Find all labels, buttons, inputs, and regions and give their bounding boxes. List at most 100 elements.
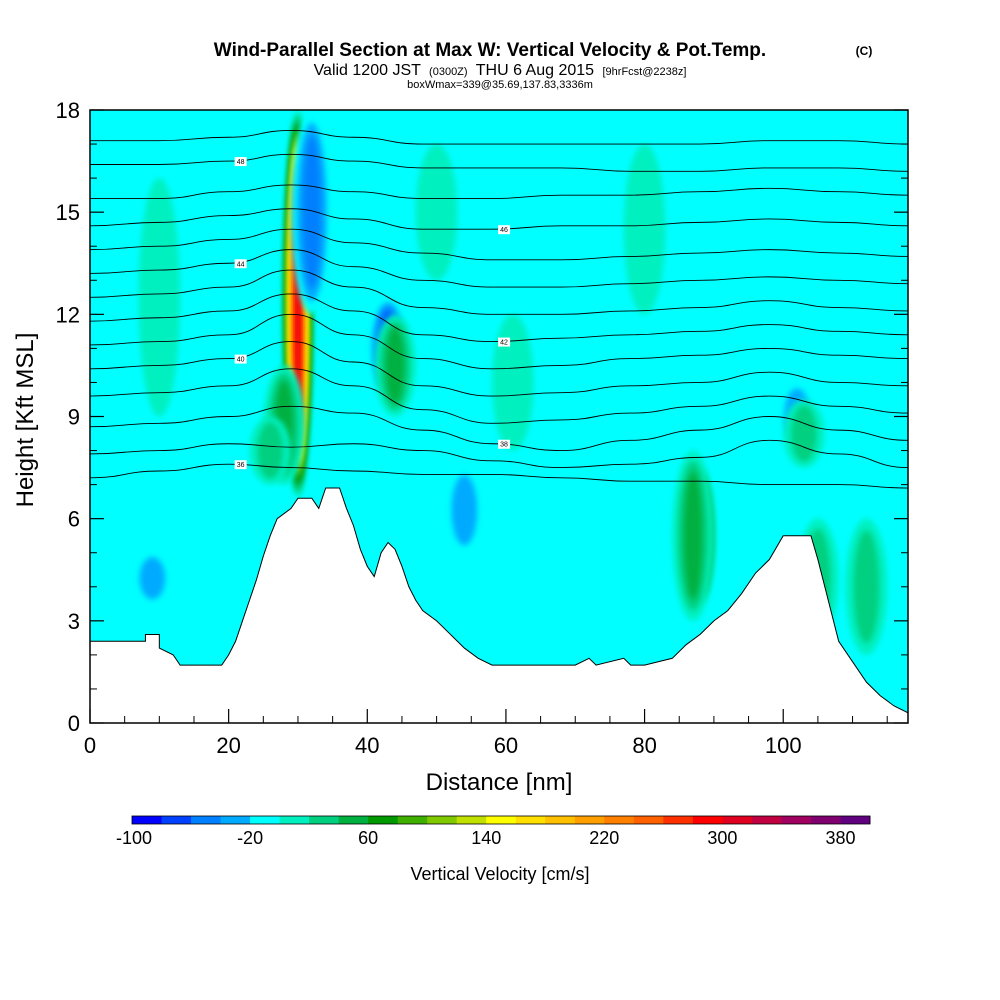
- contour-label-bg: [234, 460, 247, 470]
- contour-labels: 36 38 40 42 44 46 48: [234, 157, 511, 470]
- w-cell-contour: [533, 484, 576, 570]
- w-cell-contour: [451, 474, 478, 546]
- colorbar-tick-label: 300: [707, 828, 737, 848]
- colorbar-label: Vertical Velocity [cm/s]: [410, 864, 589, 884]
- y-tick-label: 3: [68, 609, 80, 634]
- colorbar-swatch: [545, 816, 576, 824]
- contour-label: 42: [500, 340, 508, 347]
- colorbar-swatch: [191, 816, 222, 824]
- colorbar-swatch: [250, 816, 281, 824]
- w-cell-contour: [415, 144, 458, 281]
- y-tick-label: 0: [68, 711, 80, 736]
- theta-contour-line: [90, 293, 908, 343]
- colorbar-swatch: [279, 816, 310, 824]
- contour-label-bg: [498, 225, 511, 235]
- w-cell-contour: [853, 530, 880, 644]
- box-max-info: boxWmax=339@35.69,137.83,3336m: [407, 79, 593, 91]
- colorbar-swatch: [397, 816, 428, 824]
- contour-label: 36: [237, 462, 245, 469]
- contour-label: 48: [237, 159, 245, 166]
- colorbar-tick-label: -100: [116, 828, 152, 848]
- theta-contour-line: [90, 439, 908, 469]
- w-cell-contour: [683, 471, 703, 600]
- y-tick-label: 9: [68, 405, 80, 430]
- w-cell-contour: [138, 178, 181, 417]
- theta-contour-line: [90, 405, 908, 452]
- x-tick-label: 0: [84, 733, 96, 758]
- y-tick-label: 15: [56, 200, 80, 225]
- colorbar-swatch: [456, 816, 487, 824]
- potential-temperature-contours: [90, 129, 908, 489]
- theta-contour-line: [90, 269, 908, 315]
- colorbar-swatch: [810, 816, 841, 824]
- contour-label: 46: [500, 227, 508, 234]
- colorbar-swatch: [781, 816, 812, 824]
- colorbar-swatch: [515, 816, 546, 824]
- w-cell-contour: [139, 557, 166, 600]
- colorbar-swatch: [368, 816, 399, 824]
- colorbar-swatch: [604, 816, 635, 824]
- theta-contour-line: [90, 368, 908, 424]
- colorbar-tick-label: -20: [237, 828, 263, 848]
- theta-contour-line: [90, 153, 908, 172]
- w-cell-contour: [492, 314, 534, 451]
- theta-contour-line: [90, 341, 908, 397]
- colorbar-swatch: [220, 816, 251, 824]
- y-tick-label: 6: [68, 507, 80, 532]
- colorbar-swatch: [486, 816, 517, 824]
- contour-label: 44: [237, 261, 245, 268]
- w-cell-contour: [602, 501, 645, 621]
- utc-time: (0300Z): [429, 66, 468, 78]
- colorbar-swatch: [663, 816, 694, 824]
- terrain-mask: [90, 487, 908, 723]
- w-cell-contour: [791, 405, 817, 462]
- vertical-velocity-field: [131, 110, 888, 655]
- contour-label: 40: [237, 357, 245, 364]
- theta-contour-line: [90, 228, 908, 261]
- colorbar-swatch: [751, 816, 782, 824]
- theta-contour-line: [90, 208, 908, 230]
- valid-time-line: Valid 1200 JST (0300Z) THU 6 Aug 2015 [9…: [314, 62, 687, 79]
- colorbar-swatch: [338, 816, 369, 824]
- colorbar-swatch: [132, 816, 163, 824]
- colorbar-swatch: [722, 816, 753, 824]
- x-axis-label: Distance [nm]: [426, 769, 573, 796]
- chart-title: Wind-Parallel Section at Max W: Vertical…: [214, 40, 766, 61]
- x-tick-label: 60: [494, 733, 518, 758]
- w-cell-contour: [257, 422, 284, 479]
- contour-label-bg: [498, 337, 511, 347]
- colorbar-swatch: [574, 816, 605, 824]
- x-tick-label: 80: [632, 733, 656, 758]
- contour-label: 38: [500, 442, 508, 449]
- contour-label-bg: [234, 157, 247, 167]
- contour-label-bg: [498, 439, 511, 449]
- colorbar-swatch: [692, 816, 723, 824]
- y-tick-label: 12: [56, 302, 80, 327]
- x-tick-label: 20: [216, 733, 240, 758]
- valid-prefix: Valid 1200 JST: [314, 62, 422, 79]
- w-cell-contour: [385, 327, 405, 404]
- valid-date: THU 6 Aug 2015: [476, 62, 594, 79]
- colorbar-tick-label: 220: [589, 828, 619, 848]
- theta-contour-line: [90, 184, 908, 199]
- y-tick-label: 18: [56, 98, 80, 123]
- colorbar-swatch: [427, 816, 458, 824]
- x-tick-label: 40: [355, 733, 379, 758]
- contour-label-bg: [234, 354, 247, 364]
- theta-contour-line: [90, 313, 908, 370]
- w-cell-contour: [623, 144, 666, 315]
- colorbar: -100 -20 60 140 220 300 380: [116, 815, 871, 848]
- colorbar-swatch: [309, 816, 340, 824]
- colorbar-tick-label: 380: [825, 828, 855, 848]
- colorbar-swatch: [840, 816, 871, 824]
- theta-contour-line: [90, 129, 908, 145]
- colorbar-swatch: [161, 816, 192, 824]
- colorbar-swatch: [633, 816, 664, 824]
- colorbar-tick-label: 140: [471, 828, 501, 848]
- theta-contour-line: [90, 463, 908, 489]
- w-cell-contour: [302, 135, 322, 289]
- copyright-mark: (C): [856, 44, 873, 58]
